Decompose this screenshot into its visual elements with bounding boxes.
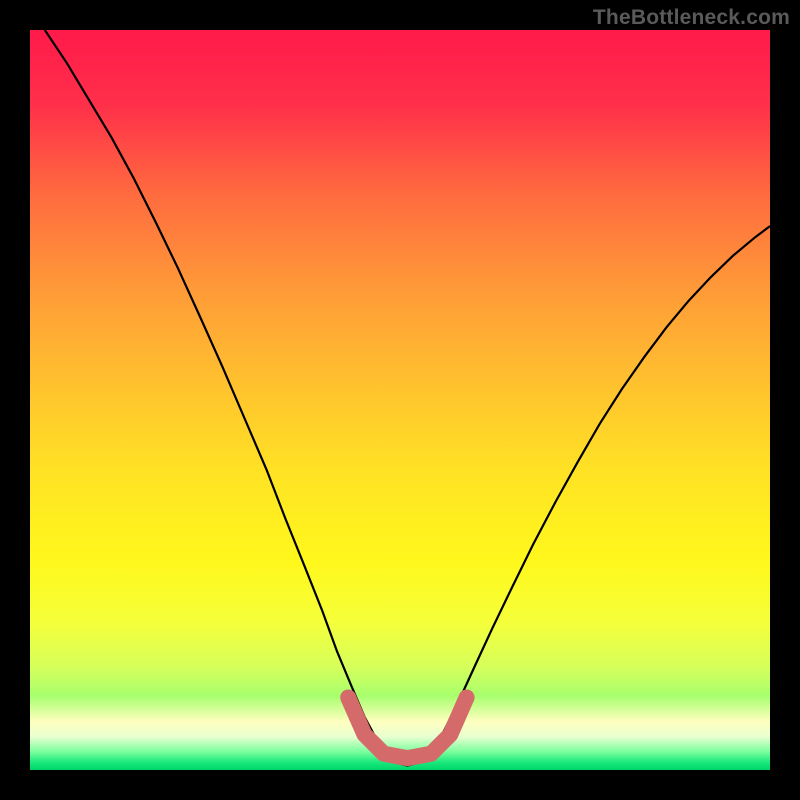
bottleneck-chart: TheBottleneck.com: [0, 0, 800, 800]
watermark-text: TheBottleneck.com: [593, 6, 790, 30]
chart-svg: [0, 0, 800, 800]
